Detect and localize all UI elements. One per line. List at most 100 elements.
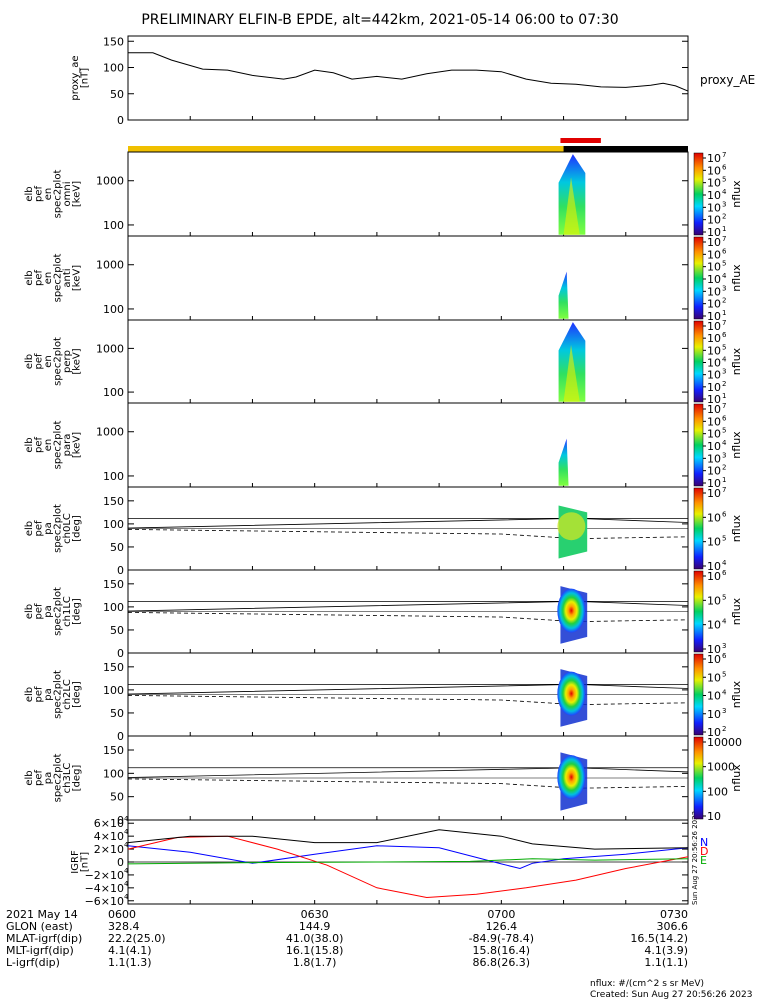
colorbar-tick-exponent: 2 bbox=[722, 213, 726, 221]
colorbar-tick-exponent: 4 bbox=[722, 439, 727, 447]
ytick-exponent: 4 bbox=[124, 867, 129, 875]
colorbar bbox=[693, 487, 704, 570]
ylabel-line: pa bbox=[43, 522, 54, 534]
ephem-value: 0700 bbox=[487, 908, 515, 921]
lc-line-upper-sloped bbox=[127, 683, 689, 695]
colorbar-tick-label: 10 bbox=[707, 152, 721, 165]
ytick-label: 1000 bbox=[96, 175, 124, 188]
ytick-label: 1000 bbox=[96, 259, 124, 272]
colorbar-tick-label: 10 bbox=[707, 690, 721, 703]
ytick-label: 0 bbox=[117, 564, 124, 577]
colorbar-tick-exponent: 5 bbox=[722, 427, 726, 435]
ylabel-line: pef bbox=[34, 437, 45, 454]
lc-line-dashed bbox=[127, 529, 689, 540]
ylabel-line: en bbox=[43, 188, 54, 201]
legend-label: proxy_AE bbox=[700, 73, 755, 87]
colorbar-tick-label: 10 bbox=[707, 643, 721, 656]
colorbar-tick-exponent: 4 bbox=[722, 272, 727, 280]
ephem-value: 306.6 bbox=[657, 920, 689, 933]
colorbar-tick-label: 10 bbox=[707, 726, 721, 739]
ephem-value: 41.0(38.0) bbox=[286, 932, 344, 945]
ephem-row-label: MLAT-igrf(dip) bbox=[6, 932, 82, 945]
colorbar-tick-exponent: 1 bbox=[722, 309, 726, 317]
ytick-label: 2×10 bbox=[94, 843, 124, 856]
ytick-label: 50 bbox=[110, 541, 124, 554]
ephem-row-label: L-igrf(dip) bbox=[6, 956, 60, 969]
colorbar-tick-label: 10 bbox=[707, 310, 721, 323]
ylabel-line: pef bbox=[34, 270, 45, 287]
colorbar-tick-exponent: 6 bbox=[722, 652, 727, 660]
ytick-label: 0 bbox=[117, 647, 124, 660]
ylabel-line: en bbox=[43, 272, 54, 285]
ylabel-line: spec2plot bbox=[53, 254, 64, 303]
ytick-label: 50 bbox=[110, 624, 124, 637]
colorbar-label: nflux bbox=[730, 431, 743, 459]
colorbar-tick-label: 10 bbox=[707, 619, 721, 632]
ephem-row-label: GLON (east) bbox=[6, 920, 73, 933]
ytick-label: 0 bbox=[117, 856, 124, 869]
ephem-value: 144.9 bbox=[299, 920, 331, 933]
colorbar bbox=[693, 653, 704, 736]
pa-spectrum-core bbox=[557, 588, 586, 633]
ylabel-line: [keV] bbox=[72, 432, 83, 458]
ylabel-line: para bbox=[62, 434, 73, 457]
pa-spectrum-core bbox=[557, 755, 586, 800]
panel-igrf: IGRF[nT]−6×10 4−4×10 4−2×10 402×10 44×10 46×1… bbox=[70, 815, 708, 908]
panel-frame bbox=[127, 151, 689, 237]
colorbar-tick-label: 10 bbox=[707, 273, 721, 286]
ytick-label: 100 bbox=[103, 219, 124, 232]
ephem-value: 15.8(16.4) bbox=[473, 944, 531, 957]
ylabel-line: pef bbox=[34, 686, 45, 703]
ytick-label: 100 bbox=[103, 386, 124, 399]
colorbar-tick-exponent: 6 bbox=[722, 510, 727, 518]
colorbar-tick-exponent: 5 bbox=[722, 260, 726, 268]
ylabel-line: [keV] bbox=[72, 265, 83, 291]
colorbar-tick-exponent: 3 bbox=[722, 642, 726, 650]
colorbar bbox=[693, 736, 704, 820]
colorbar-tick-exponent: 5 bbox=[722, 670, 726, 678]
ylabel-line: [keV] bbox=[72, 181, 83, 207]
ylabel-line: ch2LC bbox=[62, 679, 73, 710]
colorbar-tick-exponent: 4 bbox=[722, 618, 727, 626]
colorbar-tick-exponent: 3 bbox=[722, 707, 726, 715]
ytick-label: 150 bbox=[103, 578, 124, 591]
lc-line-upper-sloped bbox=[127, 600, 689, 612]
colorbar-tick-exponent: 4 bbox=[722, 559, 727, 567]
ylabel-line: spec2plot bbox=[53, 504, 64, 553]
series-line-D bbox=[127, 835, 689, 899]
lc-line-dashed bbox=[127, 612, 689, 623]
colorbar-tick-exponent: 2 bbox=[722, 297, 726, 305]
ytick-exponent: 4 bbox=[124, 893, 129, 901]
colorbar bbox=[693, 320, 704, 403]
colorbar-tick-exponent: 2 bbox=[722, 464, 726, 472]
flag-bar-black bbox=[563, 146, 688, 152]
colorbar-tick-label: 10 bbox=[707, 357, 721, 370]
colorbar-tick-label: 10 bbox=[707, 381, 721, 394]
ytick-label: 50 bbox=[110, 88, 124, 101]
lc-line-upper-sloped bbox=[127, 517, 689, 529]
ytick-label: 150 bbox=[103, 744, 124, 757]
ylabel-line: [deg] bbox=[72, 681, 83, 708]
ytick-label: 150 bbox=[103, 495, 124, 508]
colorbar-tick-exponent: 6 bbox=[722, 331, 727, 339]
legend-D: D bbox=[700, 845, 708, 858]
ylabel-line: elb bbox=[24, 354, 35, 369]
colorbar-label: nflux bbox=[730, 597, 743, 625]
colorbar-tick-exponent: 4 bbox=[722, 188, 727, 196]
ephem-value: 1.1(1.1) bbox=[644, 956, 688, 969]
panel-frame bbox=[127, 402, 689, 488]
ytick-label: 150 bbox=[103, 661, 124, 674]
colorbar-tick-exponent: 3 bbox=[722, 284, 726, 292]
ylabel-line: spec2plot bbox=[53, 670, 64, 719]
colorbar-tick-exponent: 7 bbox=[722, 151, 726, 159]
ylabel-line: elb bbox=[24, 186, 35, 201]
ytick-exponent: 4 bbox=[124, 828, 129, 836]
colorbar-tick-label: 10 bbox=[707, 671, 721, 684]
colorbar-label: nflux bbox=[730, 347, 743, 375]
ytick-label: 100 bbox=[103, 518, 124, 531]
colorbar-tick-label: 10 bbox=[707, 236, 721, 249]
colorbar-tick-exponent: 6 bbox=[722, 247, 727, 255]
